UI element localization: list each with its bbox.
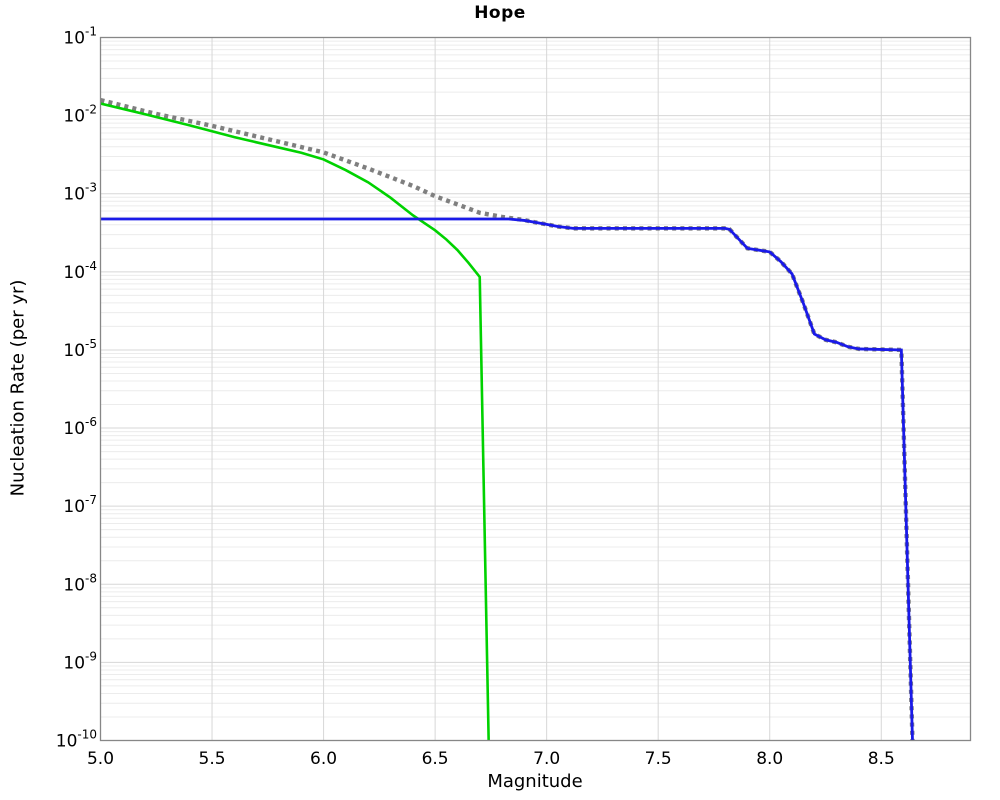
chart-title: Hope	[474, 3, 526, 23]
y-axis-label: Nucleation Rate (per yr)	[7, 279, 29, 497]
x-tick-label: 6.0	[310, 749, 337, 769]
y-tick-label: 10-6	[63, 415, 97, 439]
total-rate-dotted-line	[100, 97, 915, 741]
x-tick-label: 7.5	[645, 749, 672, 769]
x-axis-label: Magnitude	[487, 771, 583, 792]
x-tick-label: 5.5	[199, 749, 226, 769]
clamped-rate-blue-line	[100, 217, 914, 741]
y-tick-label: 10-2	[63, 103, 97, 127]
y-tick-label: 10-10	[56, 728, 97, 752]
y-tick-label: 10-4	[63, 259, 97, 283]
tapered-rate-green-line	[100, 102, 490, 741]
x-tick-label: 8.0	[756, 749, 783, 769]
y-tick-label: 10-1	[63, 25, 97, 49]
x-tick-label: 8.5	[868, 749, 895, 769]
y-tick-label: 10-5	[63, 337, 97, 361]
x-tick-label: 7.0	[533, 749, 560, 769]
y-tick-label: 10-7	[63, 493, 97, 517]
x-tick-label: 6.5	[422, 749, 449, 769]
y-tick-label: 10-3	[63, 181, 97, 205]
series-group	[100, 97, 915, 741]
y-tick-label: 10-8	[63, 571, 97, 595]
x-tick-label: 5.0	[87, 749, 114, 769]
y-tick-label: 10-9	[63, 649, 97, 673]
plot-border	[99, 36, 972, 742]
